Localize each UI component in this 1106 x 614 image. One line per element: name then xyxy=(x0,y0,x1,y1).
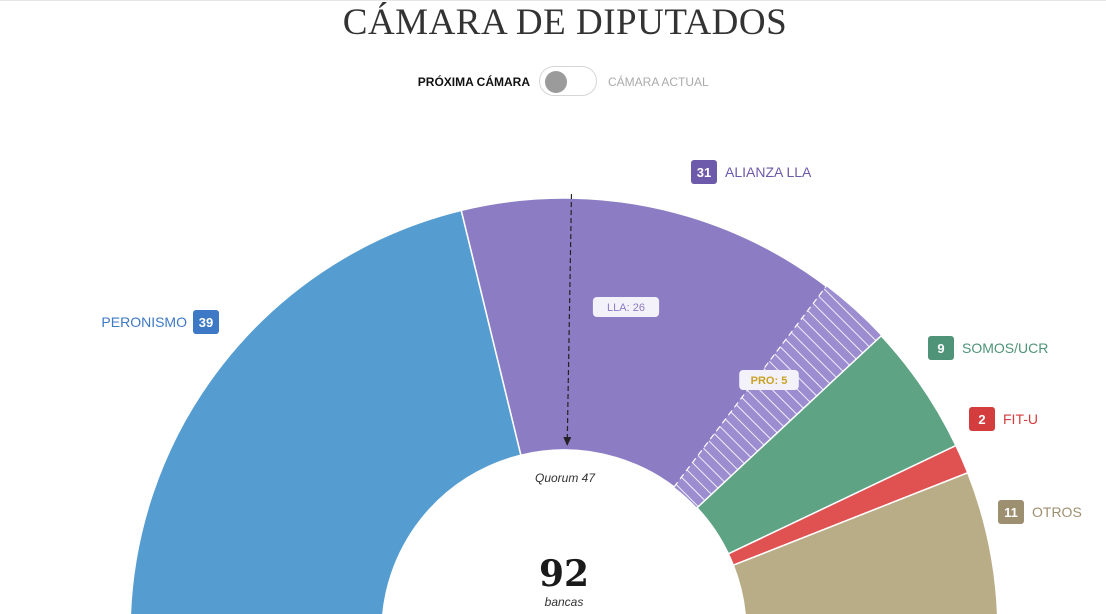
quorum-label: Quorum 47 xyxy=(535,471,596,485)
chamber-toggle-switch[interactable] xyxy=(539,66,597,96)
pro-sub-label-bg xyxy=(739,370,799,390)
badge-value-peronismo: 39 xyxy=(199,315,213,330)
toggle-label-actual[interactable]: CÁMARA ACTUAL xyxy=(608,75,709,89)
badge-value-somos-ucr: 9 xyxy=(937,341,944,356)
badge-peronismo xyxy=(193,310,219,334)
pro-sub-label-text: PRO: 5 xyxy=(751,375,788,387)
lla-sub-label-text: LLA: 26 xyxy=(607,302,645,314)
badge-fit-u xyxy=(969,407,995,431)
legend-label-alianza-lla: ALIANZA LLA xyxy=(725,164,812,180)
badge-somos-ucr xyxy=(928,336,954,360)
total-seats-caption: bancas xyxy=(545,595,584,609)
badge-value-otros: 11 xyxy=(1004,505,1018,520)
top-divider xyxy=(0,0,1106,1)
toggle-knob[interactable] xyxy=(545,71,567,93)
legend-peronismo: 39 PERONISMO xyxy=(101,310,219,334)
badge-value-fit-u: 2 xyxy=(978,412,985,427)
legend-somos-ucr: 9 SOMOS/UCR xyxy=(928,336,1048,360)
legend-label-peronismo: PERONISMO xyxy=(101,314,187,330)
legend-label-somos-ucr: SOMOS/UCR xyxy=(962,340,1048,356)
slice-otros[interactable] xyxy=(732,471,999,614)
legend-fit-u: 2 FIT-U xyxy=(969,407,1038,431)
lla-sub-label-bg xyxy=(592,297,660,317)
chamber-toggle-row: PRÓXIMA CÁMARA CÁMARA ACTUAL xyxy=(0,66,1106,98)
toggle-label-proxima[interactable]: PRÓXIMA CÁMARA xyxy=(417,75,530,89)
quorum-line xyxy=(566,194,573,445)
badge-alianza-lla xyxy=(691,160,717,184)
legend-otros: 11 OTROS xyxy=(998,500,1082,524)
legend-alianza-lla: 31 ALIANZA LLA xyxy=(691,160,812,184)
page-title: CÁMARA DE DIPUTADOS xyxy=(342,2,788,43)
slice-pro-hatched[interactable] xyxy=(673,286,882,508)
legend-label-otros: OTROS xyxy=(1032,504,1082,520)
total-seats-value: 92 xyxy=(539,553,589,595)
legend-label-fit-u: FIT-U xyxy=(1003,411,1038,427)
lla-sub-label: LLA: 26 xyxy=(592,297,660,317)
pro-sub-label: PRO: 5 xyxy=(739,370,799,390)
badge-value-alianza-lla: 31 xyxy=(697,165,711,180)
quorum-arrowhead xyxy=(563,436,572,447)
slice-peronismo[interactable] xyxy=(129,209,522,614)
badge-otros xyxy=(998,500,1024,524)
